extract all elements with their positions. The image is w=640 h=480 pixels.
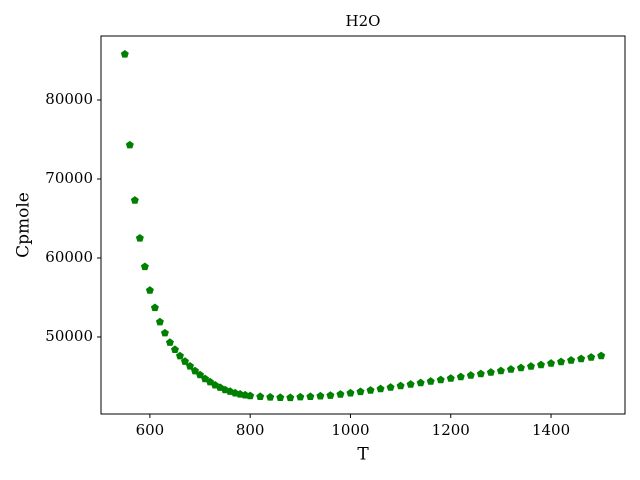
point [256, 392, 265, 401]
point [181, 357, 189, 365]
point [386, 383, 395, 391]
point [266, 392, 275, 401]
point [286, 393, 295, 402]
point [125, 140, 134, 149]
x-tick-label: 600 [136, 421, 165, 439]
y-tick-label: 80000 [45, 90, 93, 108]
point [537, 360, 545, 369]
point [496, 366, 505, 375]
x-tick-label: 1200 [432, 421, 470, 439]
point [597, 351, 606, 360]
point [376, 384, 385, 393]
point [446, 374, 455, 382]
point [276, 393, 285, 401]
point [506, 365, 515, 373]
point [150, 303, 159, 312]
y-axis-label: Cpmole [14, 192, 34, 258]
point [486, 368, 495, 376]
point [466, 371, 475, 379]
point [356, 387, 365, 396]
point [577, 354, 586, 363]
point [130, 196, 139, 204]
point [306, 392, 315, 401]
point [557, 357, 566, 366]
point [336, 390, 345, 398]
x-axis-label: T [357, 445, 369, 465]
point [155, 317, 164, 326]
point [316, 391, 325, 400]
point [516, 363, 525, 372]
y-tick-label: 50000 [45, 327, 93, 345]
point [120, 49, 129, 58]
x-tick-label: 800 [236, 421, 265, 439]
point [526, 362, 535, 370]
point [175, 351, 184, 360]
y-tick-label: 70000 [45, 169, 93, 187]
x-tick-label: 1000 [331, 421, 369, 439]
point [396, 381, 405, 390]
point [406, 380, 415, 388]
point [135, 234, 144, 242]
plot-frame [100, 35, 626, 415]
point [170, 345, 179, 354]
point [160, 328, 169, 337]
point [145, 286, 154, 294]
point [140, 262, 149, 271]
chart-title: H2O [346, 12, 381, 30]
point [456, 372, 465, 381]
point [366, 386, 375, 394]
point [165, 338, 174, 346]
point [547, 359, 556, 367]
point [196, 370, 205, 379]
point [416, 378, 425, 387]
point [186, 362, 194, 370]
point [346, 388, 355, 397]
point [426, 377, 435, 385]
point [191, 366, 200, 375]
point [476, 369, 485, 378]
point [587, 353, 596, 361]
y-tick-label: 60000 [45, 248, 93, 266]
x-tick-label: 1400 [532, 421, 570, 439]
point [246, 391, 255, 400]
point [567, 356, 576, 364]
point [296, 392, 305, 401]
point [326, 391, 335, 399]
point [436, 375, 445, 384]
